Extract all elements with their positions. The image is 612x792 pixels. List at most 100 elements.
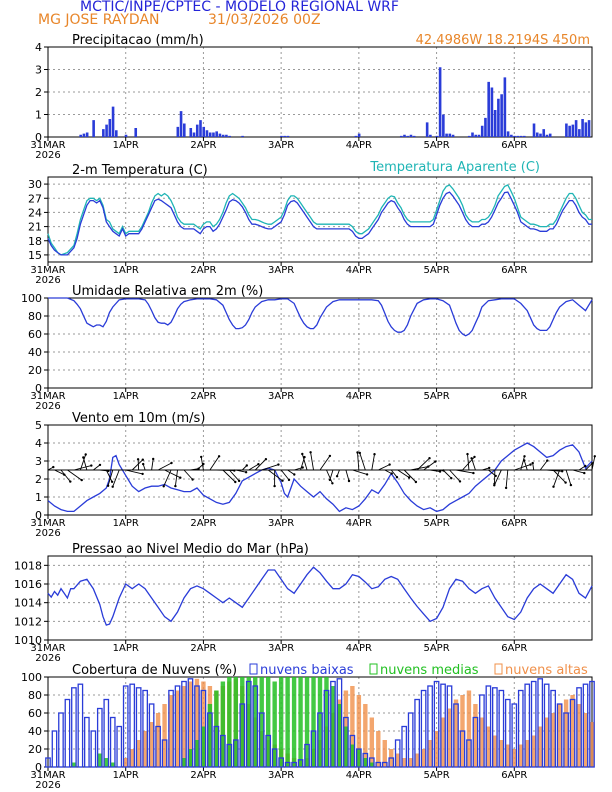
- cloud-high-bar: [363, 704, 368, 767]
- precip-bar: [115, 130, 118, 137]
- wind-direction-arrow: [216, 469, 235, 472]
- cloud-low-bar: [556, 703, 563, 768]
- cloud-high-bar: [492, 735, 498, 767]
- cloud-low-bar: [148, 703, 155, 768]
- cloud-mid-bar: [304, 677, 310, 767]
- precip-bar: [179, 111, 183, 137]
- precip-bar: [467, 135, 471, 137]
- cloud-mid-bar: [272, 681, 277, 767]
- precip-bar: [510, 134, 513, 137]
- cloud-low-bar: [245, 680, 252, 768]
- precip-bar: [403, 134, 406, 137]
- cloud-high-bar: [356, 695, 362, 767]
- cloud-low-bar: [200, 689, 207, 768]
- precip-bar: [199, 120, 202, 137]
- cloud-mid-bar: [285, 677, 290, 767]
- y-tick-label: 4: [35, 437, 42, 450]
- wind-direction-arrow: [163, 469, 172, 487]
- y-tick-label: 21: [28, 221, 42, 234]
- cloud-low-bar: [576, 687, 582, 768]
- cloud-low-bar: [181, 680, 187, 768]
- cloud-low-bar: [103, 698, 110, 768]
- x-tick-label: 31MAR: [30, 643, 65, 654]
- cloud-high-bar: [537, 726, 543, 767]
- x-tick-label: 3APR: [268, 770, 294, 781]
- cloud-mid-bar: [343, 726, 349, 767]
- cloud-mid-bar: [71, 762, 77, 767]
- wind-arrow-head: [390, 472, 393, 475]
- x-tick-year-label: 2026: [35, 653, 60, 664]
- plot-frame: [47, 46, 593, 138]
- wind-direction-arrow: [423, 461, 436, 471]
- wind-arrow-head: [428, 457, 431, 460]
- x-tick-year-label: 2026: [35, 528, 60, 539]
- wind-arrow-head: [136, 458, 140, 461]
- wind-arrow-head: [273, 484, 276, 488]
- wind-direction-arrow: [209, 456, 220, 471]
- x-tick-year-label: 2026: [35, 275, 60, 286]
- cloud-high-bar: [486, 726, 491, 767]
- cloud-low-bar: [258, 712, 265, 768]
- precip-bar: [92, 120, 95, 137]
- cloud-mid-bar: [265, 677, 271, 767]
- wind-arrow-head: [80, 478, 83, 482]
- cloud-legend-swatch: [249, 663, 258, 675]
- x-tick-label: 5APR: [423, 770, 449, 781]
- wind-arrow-head: [472, 471, 475, 475]
- cloud-low-bar: [492, 687, 498, 768]
- wind-direction-arrow: [416, 457, 430, 471]
- wind-arrow-head: [529, 463, 532, 466]
- y-tick-label: 18: [28, 235, 42, 248]
- wind-arrow-head: [162, 485, 165, 488]
- precip-bar: [516, 135, 520, 137]
- cloud-mid-bar: [311, 677, 316, 767]
- wind-arrow-head: [583, 471, 586, 475]
- wind-direction-arrow: [280, 469, 290, 481]
- wind-direction-arrow: [449, 469, 461, 482]
- wind-direction-arrow: [552, 469, 566, 483]
- cloud-mid-bar: [259, 677, 264, 767]
- wind-arrow-head: [245, 464, 248, 467]
- cloud-low-bar: [563, 712, 569, 768]
- wind-arrow-head: [438, 470, 442, 473]
- y-tick-label: 1: [35, 491, 42, 504]
- wind-direction-arrow: [523, 460, 528, 471]
- x-tick-label: 31MAR: [30, 770, 65, 781]
- wind-direction-arrow: [442, 469, 452, 479]
- wind-direction-arrow: [112, 469, 120, 487]
- cloud-mid-bar: [317, 677, 323, 767]
- cloud-mid-bar: [298, 677, 303, 767]
- x-tick-label: 6APR: [501, 770, 527, 781]
- cloud-high-bar: [518, 744, 523, 767]
- station-name: MG JOSE RAYDAN: [38, 12, 160, 28]
- cloud-high-bar: [557, 704, 562, 767]
- cloud-high-bar: [162, 704, 167, 767]
- cloud-low-bar: [589, 680, 595, 768]
- y-tick-label: 20: [28, 743, 42, 756]
- precip-bar: [79, 134, 82, 137]
- wind-arrow-head: [388, 463, 391, 466]
- x-tick-label: 2APR: [190, 265, 216, 276]
- wind-arrow-head: [237, 479, 241, 483]
- wind-arrow-head: [200, 455, 203, 459]
- cloud-high-bar: [576, 704, 582, 767]
- precip-bar: [102, 129, 105, 137]
- wind-arrow-head: [335, 475, 339, 478]
- x-tick-year-label: 2026: [35, 401, 60, 412]
- cloud-mid-bar: [356, 749, 362, 767]
- cloud-low-bar: [582, 683, 589, 768]
- cloud-mid-bar: [188, 749, 193, 767]
- wind-direction-arrow: [60, 469, 71, 482]
- x-tick-label: 31MAR: [30, 140, 65, 151]
- y-tick-label: 1016: [14, 578, 42, 591]
- precip-bar: [532, 123, 536, 137]
- precip-bar: [283, 135, 286, 137]
- wind-arrow-head: [356, 451, 359, 454]
- wind-arrow-head: [309, 451, 312, 454]
- wind-direction-arrow: [371, 454, 375, 471]
- cloud-low-bar: [530, 680, 537, 768]
- x-tick-label: 6APR: [501, 265, 527, 276]
- cloud-mid-bar: [369, 762, 375, 767]
- cloud-mid-bar: [253, 677, 258, 767]
